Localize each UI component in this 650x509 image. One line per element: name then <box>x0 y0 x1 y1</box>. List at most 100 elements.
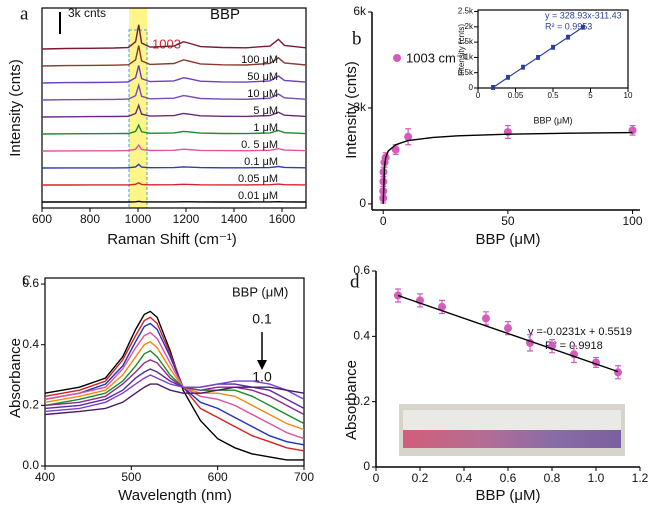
spectrum <box>41 103 307 118</box>
x-axis-title: BBP (μM) <box>475 231 540 248</box>
plot-frame <box>41 7 307 209</box>
data-point <box>614 368 622 377</box>
y-tick-label: 2.5k <box>458 7 474 16</box>
annotation: BBP (μM) <box>232 284 288 299</box>
y-tick-label: 0.6 <box>22 276 39 290</box>
x-tick-label: 0.05 <box>508 91 524 100</box>
x-tick-label: 0 <box>380 214 387 228</box>
legend-marker <box>393 54 401 62</box>
x-tick-label: 1200 <box>173 212 200 226</box>
arrow-head <box>257 360 267 370</box>
spectrum <box>41 65 307 84</box>
y-axis-title: Absorbance <box>343 360 360 440</box>
spectrum <box>44 374 305 413</box>
x-tick-label: 1.2 <box>632 471 649 485</box>
y-tick-label: 0 <box>469 83 474 92</box>
fit-line <box>492 26 584 88</box>
x-tick-label: 0 <box>476 91 481 100</box>
y-axis-title: Absorbance <box>7 338 24 418</box>
spectrum <box>42 200 307 203</box>
data-point <box>438 302 446 311</box>
annotation: 1.0 <box>252 369 272 385</box>
spectrum <box>42 182 307 186</box>
x-axis-title: BBP (μM) <box>475 487 540 504</box>
spectrum <box>44 310 304 461</box>
x-tick-label: 600 <box>208 470 228 484</box>
x-tick-label: 1600 <box>269 212 296 226</box>
series-label: 0.05 μM <box>238 173 278 185</box>
y-tick-label: 1.5k <box>458 37 474 46</box>
series-label: 5 μM <box>253 105 278 117</box>
x-tick-label: 50 <box>501 214 515 228</box>
annotation: y = 328.93x-311.43 <box>545 10 622 20</box>
y-axis-title: Intensity (cnts) <box>343 61 360 159</box>
x-tick-label: 5 <box>588 91 593 100</box>
annotation: 0.1 <box>252 311 272 327</box>
y-tick-label: 0.6 <box>353 263 370 277</box>
x-tick-label: 0.2 <box>412 471 429 485</box>
spectrum <box>41 82 307 101</box>
x-tick-label: 700 <box>294 470 314 484</box>
data-point <box>482 314 490 323</box>
plot-frame <box>44 277 305 467</box>
spectrum <box>44 349 305 425</box>
data-point <box>379 167 388 176</box>
y-tick-label: 0.4 <box>22 337 39 351</box>
x-tick-label: 100 <box>623 214 643 228</box>
spectrum <box>41 45 307 67</box>
x-tick-label: 500 <box>121 470 141 484</box>
x-tick-label: 0 <box>373 471 380 485</box>
spectrum <box>44 322 305 446</box>
y-axis-title: Intensity (cnts) <box>7 59 24 157</box>
x-tick-label: 1400 <box>221 212 248 226</box>
series-label: 100 μM <box>241 54 278 66</box>
spectrum <box>41 143 307 152</box>
y-tick-label: 3k <box>353 100 367 114</box>
panel-label: c <box>22 268 30 289</box>
spectrum <box>41 24 307 50</box>
series-label: 0.1 μM <box>244 156 278 168</box>
data-point <box>391 145 400 154</box>
x-axis-title: BBP (μM) <box>533 115 572 125</box>
y-tick-label: 0.0 <box>22 458 39 472</box>
y-tick-label: 0 <box>363 459 370 473</box>
spectrum <box>44 331 305 440</box>
panel-label: a <box>20 3 29 24</box>
panel-label: b <box>352 28 362 49</box>
series-label: 0.01 μM <box>238 190 278 202</box>
x-tick-label: 0.4 <box>456 471 473 485</box>
x-tick-label: 800 <box>80 212 100 226</box>
spectrum <box>44 383 305 416</box>
x-tick-label: 1.0 <box>588 471 605 485</box>
x-tick-label: 400 <box>35 470 55 484</box>
x-tick-label: 1000 <box>125 212 152 226</box>
series-label: 10 μM <box>247 88 278 100</box>
spectrum <box>41 123 307 135</box>
y-tick-label: 0.2 <box>22 398 39 412</box>
annotation: y =-0.0231x + 0.5519 <box>528 326 632 338</box>
x-tick-label: 0.6 <box>500 471 517 485</box>
y-tick-label: 2k <box>465 22 474 31</box>
data-point <box>404 132 413 141</box>
x-axis-title: Wavelength (nm) <box>118 487 232 504</box>
y-tick-label: 0.2 <box>353 394 370 408</box>
series-label: 50 μM <box>247 71 278 83</box>
spectrum <box>44 316 305 452</box>
y-tick-label: 1k <box>465 53 474 62</box>
spectrum <box>44 368 305 410</box>
x-tick-label: 0.5 <box>547 91 559 100</box>
x-tick-label: 0.8 <box>544 471 561 485</box>
x-axis-title: Raman Shift (cm⁻¹) <box>107 231 237 248</box>
y-tick-label: 0.5k <box>458 68 474 77</box>
panel-label: d <box>350 271 360 292</box>
annotation: 1003 <box>152 36 181 51</box>
annotation: 3k cnts <box>68 6 106 20</box>
annotation: BBP <box>210 6 240 23</box>
y-axis-title: Intensity (cnts) <box>457 24 466 76</box>
x-tick-label: 600 <box>32 212 52 226</box>
y-tick-label: 0 <box>359 196 366 210</box>
vial-photo <box>399 404 625 456</box>
series-label: 0. 5 μM <box>241 139 278 151</box>
